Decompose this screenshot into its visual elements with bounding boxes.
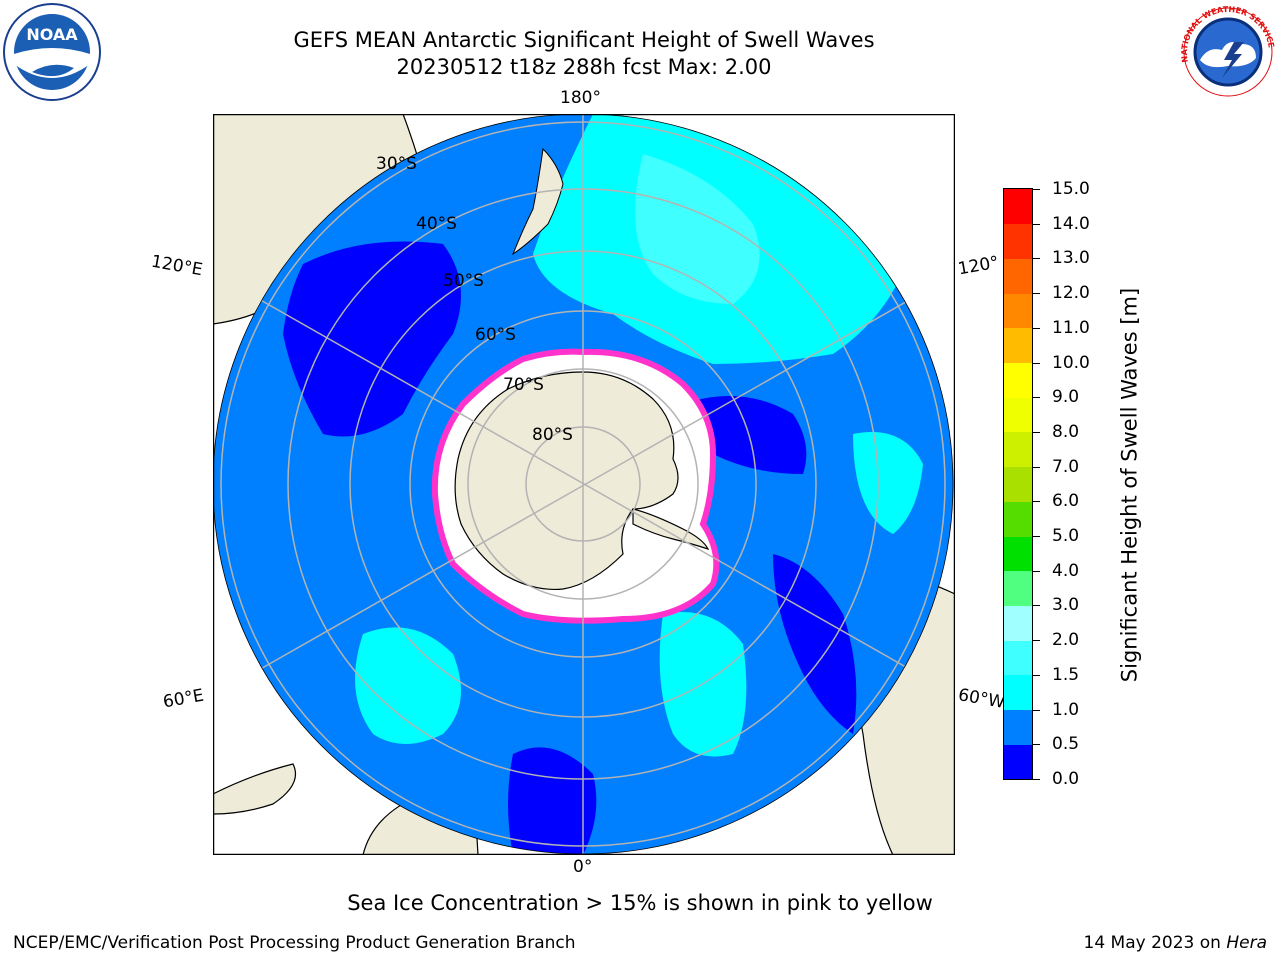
credit-producer: NCEP/EMC/Verification Post Processing Pr… — [13, 933, 576, 953]
colorbar-tick-label: 1.0 — [1052, 699, 1080, 720]
lon-label-60w: 60°W — [956, 685, 1007, 713]
colorbar-segment — [1004, 466, 1032, 502]
colorbar-segment — [1004, 744, 1032, 780]
colorbar-tick-label: 3.0 — [1052, 595, 1080, 616]
graticule — [213, 114, 953, 854]
colorbar-title: Significant Height of Swell Waves [m] — [1117, 287, 1142, 683]
colorbar-segment — [1004, 397, 1032, 433]
colorbar-tick-label: 7.0 — [1052, 456, 1080, 477]
colorbar-segment — [1004, 327, 1032, 364]
colorbar-tick — [1033, 258, 1040, 260]
madagascar-land — [213, 763, 297, 815]
colorbar-tick — [1033, 327, 1040, 329]
polar-map: 30°S 40°S 50°S 60°S 70°S 80°S — [213, 114, 955, 855]
colorbar-tick — [1033, 431, 1040, 433]
colorbar-segment — [1004, 293, 1032, 329]
colorbar-segment — [1004, 362, 1032, 398]
colorbar-segment — [1004, 223, 1032, 259]
colorbar-tick — [1033, 605, 1040, 607]
colorbar-segment — [1004, 640, 1032, 676]
lon-label-180: 180° — [560, 88, 601, 108]
sea-ice-footnote: Sea Ice Concentration > 15% is shown in … — [347, 891, 933, 915]
colorbar-tick — [1033, 189, 1040, 190]
colorbar-tick — [1033, 744, 1040, 746]
lon-label-120e: 120°E — [149, 251, 205, 281]
colorbar-tick — [1033, 293, 1040, 295]
colorbar-tick-label: 0.5 — [1052, 734, 1080, 755]
colorbar-tick — [1033, 466, 1040, 468]
colorbar-tick — [1033, 536, 1040, 538]
swell-zone-mid-atlantic — [355, 627, 461, 744]
colorbar-segment — [1004, 570, 1032, 606]
colorbar-tick-label: 10.0 — [1052, 352, 1090, 373]
colorbar-tick — [1033, 397, 1040, 399]
colorbar-tick — [1033, 640, 1040, 642]
nws-logo: NATIONAL WEATHER SERVICE — [1180, 4, 1276, 100]
lat-label-40s: 40°S — [416, 214, 457, 234]
colorbar-tick-label: 14.0 — [1052, 213, 1090, 234]
swell-zone-mid-eastern-pacific — [853, 432, 923, 534]
colorbar-tick — [1033, 223, 1040, 225]
colorbar — [1003, 188, 1033, 780]
colorbar-tick-label: 8.0 — [1052, 421, 1080, 442]
colorbar-tick — [1033, 779, 1040, 780]
credit-date-text: 14 May 2023 on — [1083, 933, 1227, 953]
credit-date: 14 May 2023 on Hera — [1084, 933, 1268, 953]
new-zealand-land — [511, 147, 564, 256]
colorbar-tick — [1033, 362, 1040, 364]
colorbar-segment — [1004, 674, 1032, 711]
colorbar-tick-label: 13.0 — [1052, 248, 1090, 269]
lat-label-80s: 80°S — [532, 425, 573, 445]
colorbar-tick-label: 2.0 — [1052, 630, 1080, 651]
colorbar-tick-label: 12.0 — [1052, 283, 1090, 304]
map-frame-border — [213, 114, 955, 855]
colorbar-tick — [1033, 709, 1040, 711]
colorbar-segment — [1004, 189, 1032, 225]
colorbar-segment — [1004, 431, 1032, 468]
colorbar-tick-label: 9.0 — [1052, 387, 1080, 408]
colorbar-tick-label: 11.0 — [1052, 317, 1090, 338]
noaa-logo: NOAA — [3, 3, 101, 101]
colorbar-segment — [1004, 536, 1032, 572]
colorbar-tick — [1033, 501, 1040, 503]
antarctic-peninsula — [632, 508, 710, 551]
noaa-logo-text: NOAA — [26, 25, 78, 44]
colorbar-tick — [1033, 674, 1040, 676]
colorbar-segment — [1004, 605, 1032, 641]
lat-label-70s: 70°S — [503, 375, 544, 395]
colorbar-tick-label: 15.0 — [1052, 179, 1090, 199]
colorbar-tick-label: 4.0 — [1052, 560, 1080, 581]
colorbar-tick-label: 0.0 — [1052, 769, 1080, 789]
map-title: GEFS MEAN Antarctic Significant Height o… — [293, 28, 875, 52]
swell-zone-low-indian-east — [283, 241, 461, 437]
colorbar-tick-label: 1.5 — [1052, 664, 1080, 685]
colorbar-segment — [1004, 709, 1032, 745]
lat-label-50s: 50°S — [443, 271, 484, 291]
lat-label-60s: 60°S — [475, 325, 516, 345]
colorbar-tick-label: 6.0 — [1052, 491, 1080, 512]
colorbar-tick-label: 5.0 — [1052, 526, 1080, 547]
lon-label-60e: 60°E — [161, 685, 206, 713]
credit-machine: Hera — [1226, 933, 1267, 953]
colorbar-segment — [1004, 258, 1032, 294]
antarctica-land — [454, 371, 679, 591]
colorbar-tick — [1033, 570, 1040, 572]
swell-zone-low-pacific — [683, 396, 807, 474]
map-subtitle: 20230512 t18z 288h fcst Max: 2.00 — [396, 55, 772, 79]
colorbar-segment — [1004, 501, 1032, 537]
lat-label-30s: 30°S — [376, 154, 417, 174]
lon-label-0: 0° — [573, 857, 593, 877]
lon-label-120w: 120° — [956, 252, 1001, 280]
swell-zone-low-chile — [773, 554, 857, 734]
